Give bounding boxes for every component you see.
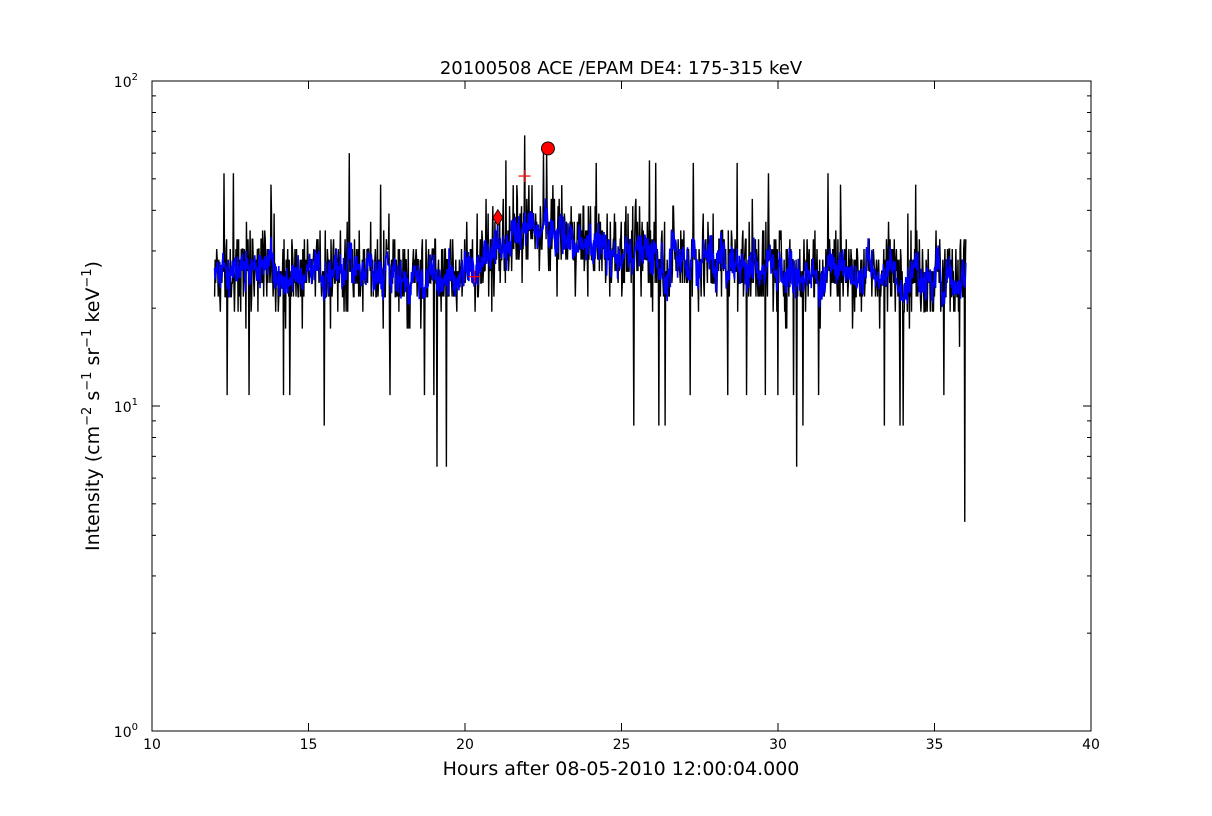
marker-circle xyxy=(540,141,555,156)
y-label-exponent: −1 xyxy=(80,372,95,391)
x-tick-label: 40 xyxy=(1082,737,1100,753)
y-tick-label: 100 xyxy=(114,722,138,741)
y-label-exponent: −2 xyxy=(80,407,95,426)
y-tick-exponent: 0 xyxy=(132,722,138,733)
x-tick-label: 25 xyxy=(613,737,631,753)
y-label-text: s xyxy=(82,391,104,407)
y-tick-base: 10 xyxy=(114,75,132,91)
y-label-text: ) xyxy=(82,261,104,268)
y-label-text: keV xyxy=(82,288,104,329)
y-label-text: sr xyxy=(82,348,104,372)
y-tick-base: 10 xyxy=(114,400,132,416)
x-tick-label: 15 xyxy=(300,737,318,753)
y-tick-label: 102 xyxy=(114,72,138,91)
x-tick-label: 35 xyxy=(926,737,944,753)
series-smoothed-intensity-line xyxy=(213,198,967,308)
y-axis-label: Intensity (cm−2 s−1 sr−1 keV−1) xyxy=(80,261,104,551)
x-tick-label: 10 xyxy=(143,737,161,753)
chart-title: 20100508 ACE /EPAM DE4: 175-315 keV xyxy=(440,58,803,79)
x-axis-label: Hours after 08-05-2010 12:00:04.000 xyxy=(443,758,800,780)
marker-plus xyxy=(518,170,531,183)
y-label-exponent: −1 xyxy=(80,268,95,287)
plot-area xyxy=(213,135,967,522)
y-tick-label: 101 xyxy=(114,397,138,416)
marker-diamond xyxy=(492,208,504,227)
x-tick-label: 30 xyxy=(769,737,787,753)
y-tick-base: 10 xyxy=(114,725,132,741)
y-tick-exponent: 2 xyxy=(132,72,138,83)
y-tick-exponent: 1 xyxy=(132,397,138,408)
x-tick-label: 20 xyxy=(456,737,474,753)
y-label-exponent: −1 xyxy=(80,329,95,348)
marker-plus xyxy=(468,270,481,283)
y-label-text: Intensity (cm xyxy=(82,426,104,551)
